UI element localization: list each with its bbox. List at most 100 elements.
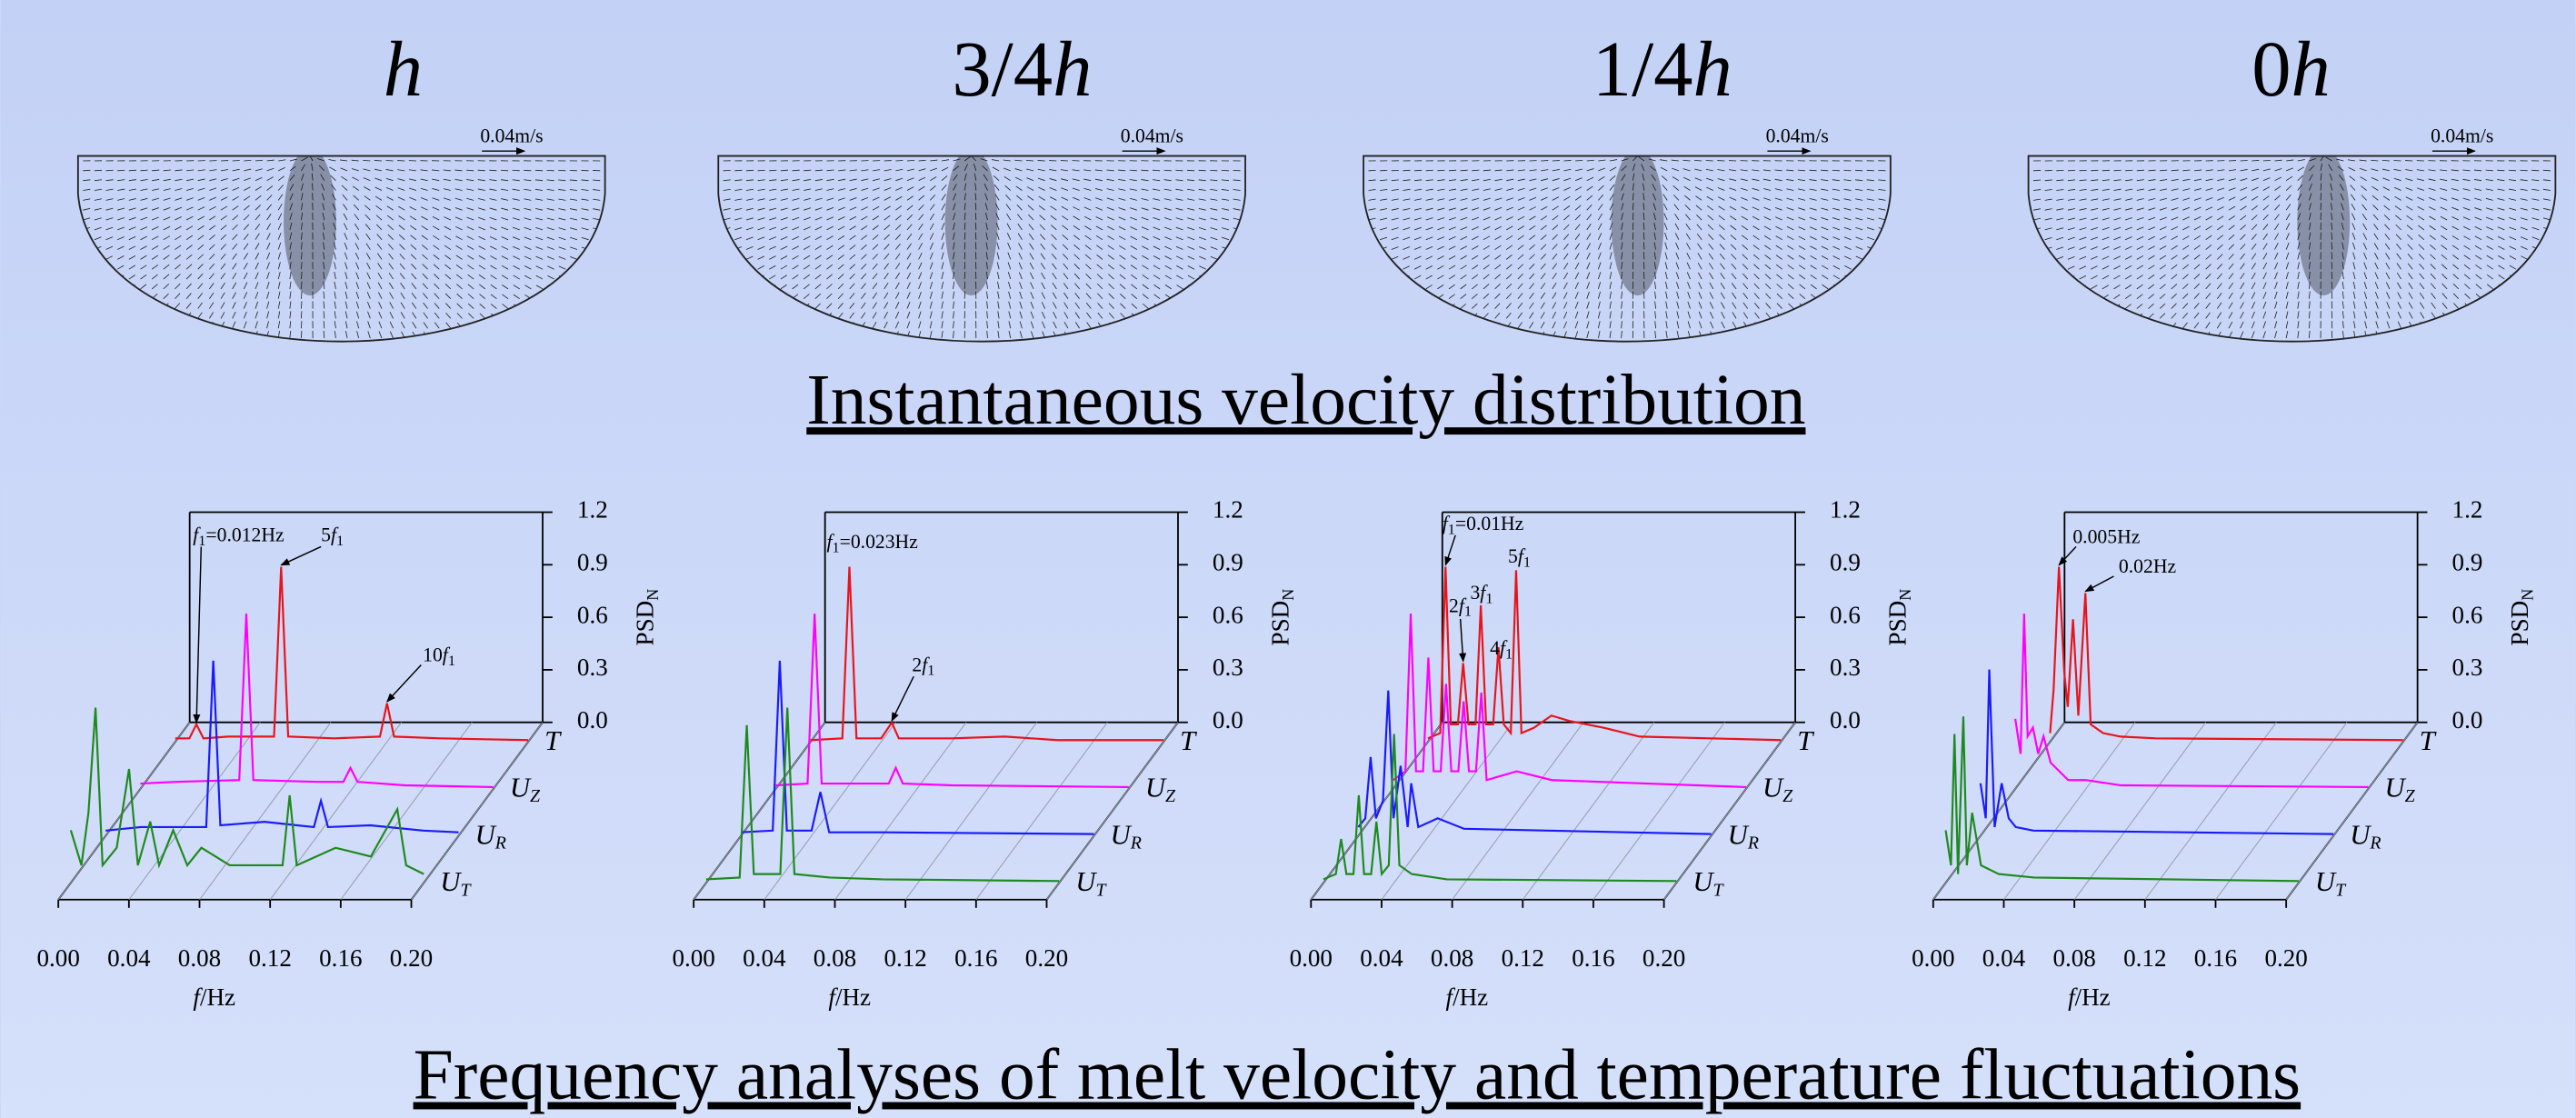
y-axis-label-sub: N bbox=[2519, 589, 2537, 601]
velocity-vector bbox=[2252, 160, 2259, 161]
velocity-vector bbox=[374, 160, 382, 161]
annotation-prefix: 3 bbox=[1470, 582, 1480, 604]
velocity-vector bbox=[2531, 170, 2539, 171]
panel-label-var: h bbox=[1053, 25, 1092, 113]
velocity-vector bbox=[1414, 170, 1422, 171]
y-axis-label-sub: N bbox=[1279, 589, 1297, 601]
y-tick-label: 0.9 bbox=[2452, 549, 2483, 576]
y-tick-label: 0.0 bbox=[1213, 706, 1243, 734]
y-tick-label: 0.6 bbox=[1830, 601, 1861, 628]
y-tick-label: 0.3 bbox=[2452, 654, 2483, 681]
scale-label: 0.04m/s bbox=[1766, 125, 1829, 147]
series-label-name: U bbox=[510, 773, 532, 804]
series-label: T bbox=[2420, 725, 2437, 756]
annotation-prefix: 2 bbox=[1449, 594, 1459, 616]
annotation-text: =0.012Hz bbox=[205, 524, 285, 546]
x-tick-label: 0.12 bbox=[1502, 944, 1544, 972]
y-tick-label: 0.9 bbox=[577, 549, 608, 576]
x-tick-label: 0.00 bbox=[672, 944, 714, 972]
x-tick-label: 0.00 bbox=[36, 944, 79, 972]
scale-label: 0.04m/s bbox=[480, 125, 543, 147]
y-tick-label: 0.0 bbox=[1830, 706, 1861, 734]
velocity-vector bbox=[734, 170, 742, 171]
annotation-sub: 1 bbox=[198, 533, 205, 549]
vortex bbox=[2297, 148, 2350, 296]
x-tick-label: 0.08 bbox=[1431, 944, 1473, 972]
x-tick-label: 0.12 bbox=[248, 944, 291, 972]
x-axis-label: f/Hz bbox=[828, 983, 871, 1011]
velocity-vector bbox=[1175, 170, 1183, 171]
series-label-name: U bbox=[1075, 866, 1097, 897]
series-label-sub: R bbox=[1130, 833, 1142, 853]
y-tick-label: 0.3 bbox=[577, 654, 608, 681]
velocity-vector bbox=[1867, 170, 1874, 171]
series-label-sub: Z bbox=[2405, 785, 2416, 805]
x-axis-label-unit: /Hz bbox=[1453, 983, 1488, 1011]
scale-label: 0.04m/s bbox=[1121, 125, 1183, 147]
annotation-sub: 1 bbox=[832, 539, 839, 555]
velocity-vector bbox=[233, 160, 240, 161]
panel-label: 0h bbox=[2252, 25, 2331, 113]
panel-label-coef: 1/4 bbox=[1593, 25, 1693, 113]
series-label-sub: T bbox=[1713, 880, 1725, 900]
x-tick-label: 0.08 bbox=[814, 944, 856, 972]
series-label: T bbox=[544, 725, 562, 756]
annotation-sub: 1 bbox=[1448, 521, 1455, 537]
series-label-name: T bbox=[544, 725, 562, 756]
x-tick-label: 0.04 bbox=[743, 944, 786, 972]
panel-label-var: h bbox=[1693, 25, 1732, 113]
x-tick-label: 0.16 bbox=[954, 944, 997, 972]
annotation-prefix: 5 bbox=[321, 524, 331, 546]
x-tick-label: 0.00 bbox=[1290, 944, 1333, 972]
annotation: f1=0.01Hz bbox=[1443, 513, 1524, 537]
annotation-prefix: 4 bbox=[1490, 637, 1500, 659]
y-tick-label: 1.2 bbox=[1830, 496, 1861, 524]
x-axis-label: f/Hz bbox=[1446, 983, 1489, 1011]
x-tick-label: 0.04 bbox=[1360, 944, 1403, 972]
series-label-sub: Z bbox=[1782, 785, 1793, 805]
annotation-text: =0.01Hz bbox=[1455, 513, 1524, 534]
series-label-name: U bbox=[1145, 773, 1167, 804]
velocity-vector bbox=[1855, 170, 1862, 171]
series-label-name: T bbox=[1180, 725, 1197, 756]
x-tick-label: 0.04 bbox=[107, 944, 151, 972]
annotation-sub: 1 bbox=[1464, 603, 1472, 619]
x-tick-label: 0.20 bbox=[2264, 944, 2307, 972]
velocity-vector bbox=[1426, 170, 1433, 171]
annotation: 0.02Hz bbox=[2119, 555, 2177, 577]
velocity-vector bbox=[895, 160, 903, 161]
x-tick-label: 0.16 bbox=[2194, 944, 2237, 972]
y-axis-label-main: PSD bbox=[632, 601, 659, 646]
x-tick-label: 0.20 bbox=[1025, 944, 1068, 972]
y-tick-label: 1.2 bbox=[2452, 496, 2483, 524]
series-label-name: U bbox=[475, 819, 497, 850]
series-label-sub: Z bbox=[1165, 785, 1176, 805]
y-tick-label: 0.9 bbox=[1830, 549, 1861, 576]
y-tick-label: 0.6 bbox=[1213, 601, 1243, 628]
y-tick-label: 0.0 bbox=[577, 706, 608, 734]
panel-label-var: h bbox=[2291, 25, 2331, 113]
velocity-vector bbox=[758, 170, 765, 171]
x-tick-label: 0.00 bbox=[1912, 944, 1954, 972]
velocity-vector bbox=[513, 170, 520, 171]
velocity-vector bbox=[535, 170, 543, 171]
series-label-name: U bbox=[2385, 773, 2407, 804]
x-tick-label: 0.16 bbox=[1572, 944, 1614, 972]
series-label-name: U bbox=[440, 866, 462, 897]
velocity-vector bbox=[2091, 170, 2098, 171]
velocity-vector bbox=[1187, 170, 1194, 171]
y-tick-label: 0.0 bbox=[2452, 706, 2483, 734]
series-label-sub: R bbox=[494, 833, 506, 853]
velocity-vector bbox=[2114, 170, 2122, 171]
annotation: f1=0.023Hz bbox=[826, 531, 918, 555]
y-axis-label-main: PSD bbox=[1884, 601, 1912, 646]
annotation-text: 0.02Hz bbox=[2119, 555, 2177, 577]
y-tick-label: 0.3 bbox=[1213, 654, 1243, 681]
velocity-vector bbox=[1843, 170, 1851, 171]
vortex bbox=[1612, 148, 1664, 296]
series-label-name: U bbox=[1762, 773, 1784, 804]
velocity-vector bbox=[1403, 170, 1410, 171]
panel-label-var: h bbox=[384, 25, 423, 113]
velocity-vector bbox=[2543, 170, 2551, 171]
x-tick-label: 0.16 bbox=[319, 944, 362, 972]
